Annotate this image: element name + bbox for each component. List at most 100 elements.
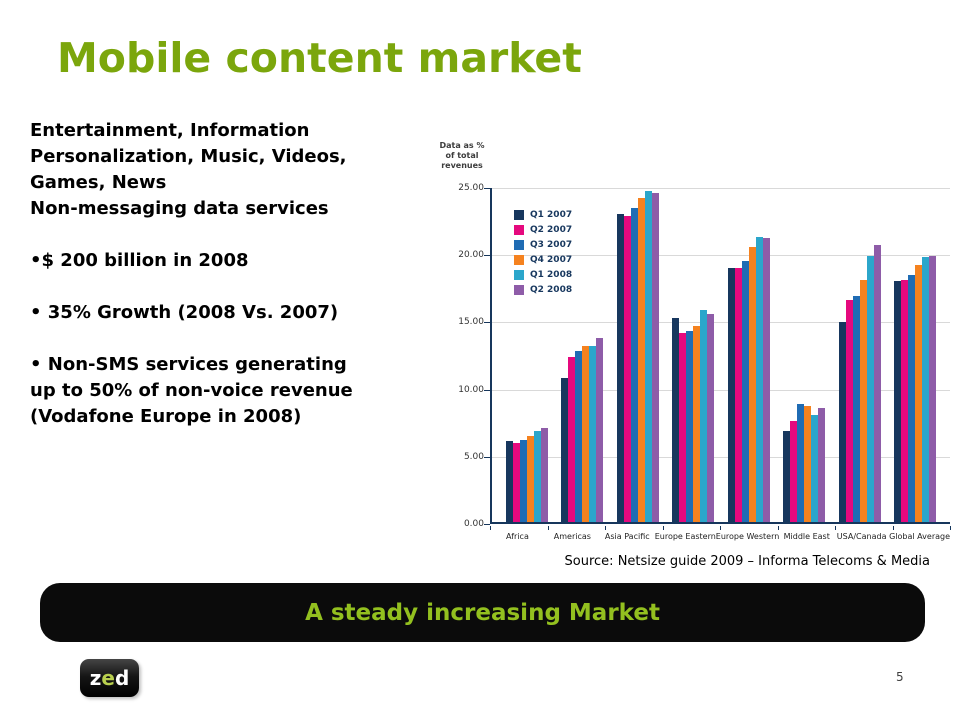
bar-group-usa-canada xyxy=(838,245,881,522)
bar-q3-2007-global-average xyxy=(908,274,916,522)
x-axis-labels: Africa Americas Asia Pacific Europe Eastern… xyxy=(490,532,950,541)
bar-chart: Data as % of total revenues 25.00 20.00 15… xyxy=(435,135,960,555)
bar-q1-2007-americas xyxy=(561,378,569,522)
bullet-item: • 35% Growth (2008 Vs. 2007) xyxy=(30,302,339,323)
bar-q1-2008-americas xyxy=(589,345,597,522)
page-number: 5 xyxy=(896,670,904,684)
chart-axis-title: Data as % of total revenues xyxy=(429,141,495,171)
legend-label: Q2 2008 xyxy=(530,285,573,295)
bar-q3-2007-europe-eastern xyxy=(686,331,694,522)
intro-line: Entertainment, Information xyxy=(30,120,310,141)
bar-q2-2008-africa xyxy=(540,427,548,522)
legend-swatch-q1-2008 xyxy=(514,270,524,280)
plot-area: 25.00 20.00 15.00 10.00 5.00 0.00 Q1 2007 Q2 20… xyxy=(458,183,950,529)
bar-group-europe-eastern xyxy=(672,309,715,522)
y-axis-tick xyxy=(484,524,490,525)
bar-q3-2007-usa-canada xyxy=(852,296,860,522)
gridline xyxy=(492,188,950,189)
bar-q2-2007-americas xyxy=(568,356,576,522)
bar-q1-2007-middle-east xyxy=(783,430,791,522)
bar-q4-2007-africa xyxy=(526,436,534,522)
bar-q2-2008-usa-canada xyxy=(873,245,881,522)
x-axis-tick xyxy=(892,526,894,530)
bar-q3-2007-middle-east xyxy=(797,403,805,522)
bar-q3-2007-asia-pacific xyxy=(630,207,638,522)
y-axis-tick xyxy=(484,456,490,458)
intro-line: Non-messaging data services xyxy=(30,198,329,219)
zed-logo-letter: e xyxy=(101,666,115,690)
intro-line: Personalization, Music, Videos, xyxy=(30,146,347,167)
bar-group-americas xyxy=(561,337,604,522)
bar-q3-2007-europe-western xyxy=(741,261,749,522)
legend-swatch-q2-2007 xyxy=(514,225,524,235)
x-axis-tick xyxy=(605,526,606,530)
x-axis-tick xyxy=(490,526,491,530)
x-axis-label-global-average: Global Average xyxy=(889,532,951,541)
bar-q2-2008-asia-pacific xyxy=(651,192,659,522)
legend-label: Q1 2007 xyxy=(530,210,573,220)
bar-q1-2007-europe-eastern xyxy=(672,317,680,522)
y-axis-tick-label: 5.00 xyxy=(463,451,484,462)
bar-q2-2007-global-average xyxy=(901,280,909,522)
x-axis-tick xyxy=(662,526,664,530)
bar-q4-2007-global-average xyxy=(915,265,923,522)
legend-swatch-q4-2007 xyxy=(514,255,524,265)
legend-label: Q2 2007 xyxy=(530,225,573,235)
bar-q3-2007-americas xyxy=(575,351,583,522)
bar-group-africa xyxy=(505,427,548,522)
x-axis-tick xyxy=(720,526,721,530)
chart-legend: Q1 2007 Q2 2007 Q3 2007 Q4 2007 Q1 2008 Q2 20… xyxy=(514,210,572,300)
bullet-item-continuation: (Vodafone Europe in 2008) xyxy=(30,406,302,427)
legend-item-q2-2008: Q2 2008 xyxy=(514,285,572,295)
bullet-item-continuation: up to 50% of non-voice revenue xyxy=(30,380,353,401)
legend-label: Q1 2008 xyxy=(530,270,573,280)
gridline xyxy=(492,255,950,257)
bar-q2-2007-europe-western xyxy=(734,268,742,522)
x-axis-tick xyxy=(835,526,836,530)
key-points-block: Entertainment, Information Personalizati… xyxy=(30,118,455,430)
x-axis-label-asia-pacific: Asia Pacific xyxy=(604,532,650,541)
bullet-item: •$ 200 billion in 2008 xyxy=(30,250,249,271)
legend-item-q1-2008: Q1 2008 xyxy=(514,270,572,280)
bar-q4-2007-europe-eastern xyxy=(693,325,701,522)
bar-q1-2008-africa xyxy=(533,430,541,522)
legend-item-q4-2007: Q4 2007 xyxy=(514,255,572,265)
zed-logo-letter: d xyxy=(114,666,130,690)
chart-axis-title-line: of total revenues xyxy=(441,151,483,170)
bar-q2-2008-europe-eastern xyxy=(707,313,715,522)
gridline xyxy=(492,322,950,324)
x-axis-label-europe-eastern: Europe Eastern xyxy=(654,532,716,541)
legend-swatch-q3-2007 xyxy=(514,240,524,250)
x-axis-label-americas: Americas xyxy=(553,532,591,541)
gridline xyxy=(492,456,950,458)
x-axis-label-africa: Africa xyxy=(506,532,529,541)
legend-label: Q4 2007 xyxy=(530,255,573,265)
bar-q2-2007-asia-pacific xyxy=(623,215,631,522)
bar-q1-2008-europe-western xyxy=(755,237,763,522)
x-axis-label-usa-canada: USA/Canada xyxy=(836,532,887,541)
y-axis-tick-label: 10.00 xyxy=(458,384,484,395)
bar-q1-2007-africa xyxy=(505,441,513,522)
slide-title: Mobile content market xyxy=(57,34,582,82)
bar-group-global-average xyxy=(894,255,937,522)
bar-q1-2007-europe-western xyxy=(727,268,735,522)
legend-item-q1-2007: Q1 2007 xyxy=(514,210,572,220)
bar-q1-2007-global-average xyxy=(894,281,902,522)
x-axis-label-middle-east: Middle East xyxy=(783,532,830,541)
bar-q2-2007-africa xyxy=(512,442,520,522)
x-axis-label-europe-western: Europe Western xyxy=(715,532,780,541)
bar-q1-2008-usa-canada xyxy=(866,255,874,522)
bar-q4-2007-asia-pacific xyxy=(637,198,645,522)
legend-swatch-q1-2007 xyxy=(514,210,524,220)
y-axis-tick-label: 0.00 xyxy=(463,519,484,529)
chart-axis-title-line: Data as % xyxy=(439,141,485,150)
x-axis-tick xyxy=(950,526,951,530)
bar-q2-2008-europe-western xyxy=(762,238,770,522)
bar-q1-2008-asia-pacific xyxy=(644,191,652,522)
y-axis-tick xyxy=(484,389,490,391)
bar-q2-2007-usa-canada xyxy=(845,300,853,522)
x-axis-tick xyxy=(777,526,779,530)
legend-item-q2-2007: Q2 2007 xyxy=(514,225,572,235)
